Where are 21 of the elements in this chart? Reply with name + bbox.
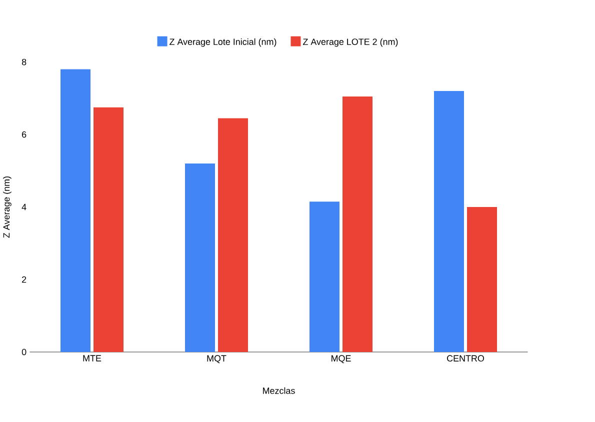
x-axis-title: Mezclas	[263, 387, 295, 394]
y-axis-title: Z Average (nm)	[3, 176, 12, 238]
x-tick-label: CENTRO	[447, 355, 484, 362]
bar	[60, 69, 90, 352]
bar	[467, 207, 498, 352]
x-tick-label: MQE	[332, 355, 351, 364]
x-tick-label: MQT	[207, 355, 226, 364]
y-tick-label: 8	[22, 58, 26, 66]
bar	[218, 118, 248, 352]
y-tick-label: 4	[22, 204, 26, 210]
bar	[310, 202, 340, 352]
y-tick-label: 0	[22, 348, 26, 356]
legend-label: Z Average LOTE 2 (nm)	[303, 38, 398, 47]
legend-label: Z Average Lote Inicial (nm)	[170, 38, 276, 47]
bar	[185, 164, 215, 352]
bar	[94, 107, 124, 352]
bar	[342, 96, 373, 352]
y-tick-label: 2	[22, 276, 26, 283]
x-tick-label: MTE	[83, 355, 102, 362]
y-tick-label: 6	[22, 131, 26, 138]
bar	[434, 91, 464, 352]
